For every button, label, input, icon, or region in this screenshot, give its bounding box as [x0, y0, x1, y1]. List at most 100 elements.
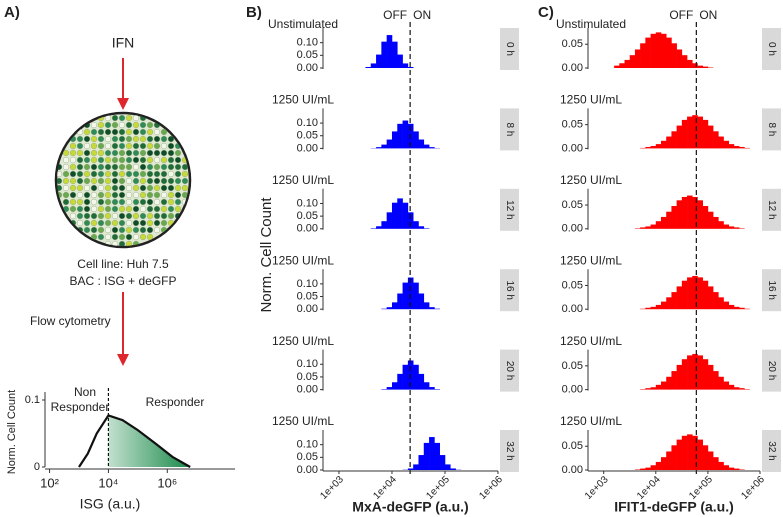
cell-dot: [111, 198, 119, 206]
cell-dot: [167, 156, 175, 164]
x-tick-label: 10²: [40, 475, 59, 490]
y-tick-label: 0.00: [297, 62, 318, 74]
cell-dot: [139, 170, 147, 178]
y-tick-label: 0: [34, 461, 40, 473]
histogram-bar: [640, 468, 646, 470]
y-tick-label: 0.00: [297, 223, 318, 235]
facet-annotation: 1250 UI/mL: [272, 334, 334, 348]
cell-dot: [174, 163, 182, 171]
strip-background: [762, 430, 781, 472]
off-label: Non: [74, 385, 96, 399]
strip-background: [762, 269, 781, 312]
histogram-bar: [739, 146, 745, 149]
histogram-bar: [666, 451, 672, 470]
cell-dot: [125, 177, 133, 185]
cell-dot: [83, 128, 91, 136]
cell-dot: [153, 226, 161, 234]
cell-dot: [62, 191, 70, 199]
cell-dot: [167, 184, 175, 192]
cell-dot: [146, 198, 154, 206]
strip-label: 16 h: [504, 280, 515, 299]
histogram-bar: [629, 55, 636, 68]
histogram-bar: [614, 65, 620, 68]
histogram-bar: [370, 63, 377, 68]
histogram-bar: [413, 221, 419, 229]
cell-dot: [104, 170, 112, 178]
histogram-bar: [702, 280, 709, 310]
histogram-bar: [381, 41, 387, 68]
cell-dot: [90, 226, 98, 234]
facet-annotation: Unstimulated: [268, 17, 338, 31]
y-tick-label: 0.05: [297, 290, 318, 302]
cell-dot: [97, 170, 105, 178]
cell-dot: [139, 135, 147, 143]
histogram-bar: [661, 301, 667, 310]
y-tick-label: 0.00: [562, 464, 583, 476]
strip-label: 32 h: [766, 441, 777, 460]
histogram-bar: [645, 467, 651, 470]
histogram-bar: [728, 304, 735, 310]
histogram-bar: [365, 66, 372, 68]
histogram-bar: [413, 131, 419, 149]
cell-dot: [111, 170, 119, 178]
histogram-bar: [434, 389, 440, 390]
cell-dot: [83, 219, 91, 227]
cell-dot: [118, 163, 126, 171]
histogram-bar: [681, 55, 688, 68]
cell-dot: [153, 219, 161, 227]
histogram-bar: [376, 54, 382, 68]
cell-dot: [139, 233, 147, 241]
cell-dot: [118, 177, 126, 185]
histogram-bar: [681, 119, 688, 149]
cell-dot: [153, 142, 161, 150]
cell-dot: [132, 114, 140, 122]
histogram-bar: [370, 228, 377, 229]
histogram-bar: [423, 302, 430, 310]
cell-dot: [146, 226, 154, 234]
cell-dot: [181, 163, 189, 171]
cell-dot: [160, 198, 168, 206]
histogram-bar: [728, 144, 735, 149]
cell-line-label: Cell line: Huh 7.5: [77, 257, 169, 271]
cell-dot: [76, 198, 84, 206]
cell-dot: [118, 198, 126, 206]
cell-dot: [167, 177, 175, 185]
cell-dot: [118, 240, 126, 246]
cell-dot: [132, 121, 140, 129]
strip-background: [500, 269, 519, 312]
y-tick-label: 0.05: [562, 199, 583, 211]
cell-dot: [76, 191, 84, 199]
facet-annotation: 1250 UI/mL: [560, 93, 622, 107]
histogram-bar: [397, 373, 403, 390]
cell-dot: [132, 184, 140, 192]
cell-dot: [69, 184, 77, 192]
cell-dot: [90, 128, 98, 136]
cell-dot: [160, 170, 168, 178]
strip-background: [500, 349, 519, 392]
histogram-bar: [661, 140, 667, 149]
histogram-bar: [676, 125, 683, 149]
cell-dot: [118, 114, 126, 122]
histogram-bar: [707, 451, 714, 470]
cell-dot: [111, 142, 119, 150]
cell-dot: [111, 191, 119, 199]
cell-dot: [132, 212, 140, 220]
y-tick-label: 0.10: [297, 278, 318, 290]
cell-dot: [139, 226, 147, 234]
cell-dot: [83, 177, 91, 185]
cell-dot: [76, 142, 84, 150]
cell-dot: [97, 191, 105, 199]
cell-dot: [125, 198, 133, 206]
cell-dot: [174, 170, 182, 178]
histogram-bar: [423, 144, 430, 149]
histogram-bar: [733, 306, 740, 310]
cell-dot: [83, 142, 91, 150]
histogram-bar: [661, 381, 667, 390]
cell-dot: [139, 205, 147, 213]
cell-dot: [118, 149, 126, 157]
off-label: OFF: [383, 8, 407, 22]
cell-dot: [83, 149, 91, 157]
y-tick-label: 0.05: [562, 360, 583, 372]
cell-dot: [104, 191, 112, 199]
histogram-bar: [640, 43, 646, 68]
